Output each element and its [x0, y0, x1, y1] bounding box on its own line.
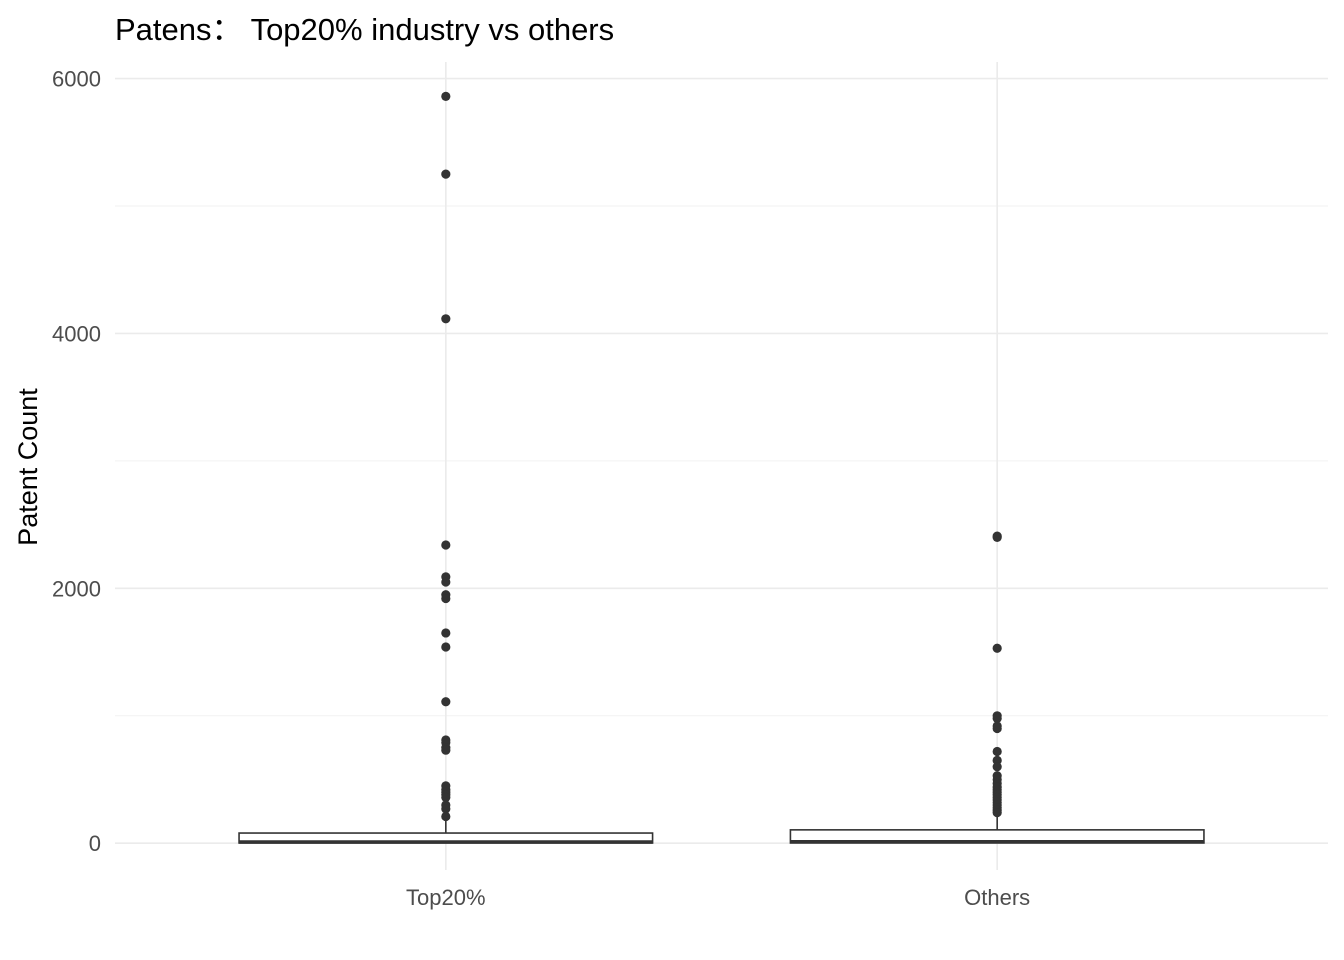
outlier-point — [441, 697, 450, 706]
grid-layer — [115, 62, 1328, 870]
outlier-point — [441, 594, 450, 603]
outlier-point — [441, 746, 450, 755]
outlier-point — [441, 92, 450, 101]
outlier-point — [441, 628, 450, 637]
y-axis-title: Patent Count — [13, 388, 43, 546]
x-tick-label: Others — [964, 885, 1030, 910]
y-tick-label: 6000 — [52, 67, 101, 92]
outlier-point — [993, 747, 1002, 756]
outlier-point — [441, 170, 450, 179]
x-tick-label: Top20% — [406, 885, 486, 910]
outlier-point — [441, 540, 450, 549]
outlier-point — [441, 642, 450, 651]
outlier-point — [993, 808, 1002, 817]
y-tick-labels: 0 2000 4000 6000 — [52, 67, 101, 857]
outlier-point — [993, 533, 1002, 542]
outlier-point — [993, 644, 1002, 653]
outlier-point — [993, 762, 1002, 771]
chart-title: Patens： Top20% industry vs others — [115, 12, 614, 47]
outlier-point — [441, 314, 450, 323]
x-tick-labels: Top20% Others — [406, 885, 1030, 910]
box-layer — [239, 92, 1204, 843]
y-tick-label: 2000 — [52, 576, 101, 601]
y-tick-label: 0 — [89, 831, 101, 856]
outlier-point — [993, 724, 1002, 733]
y-tick-label: 4000 — [52, 321, 101, 346]
outlier-point — [441, 577, 450, 586]
outlier-point — [441, 812, 450, 821]
